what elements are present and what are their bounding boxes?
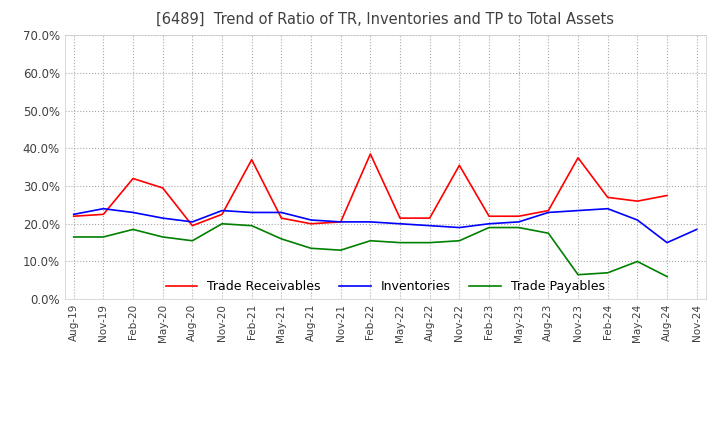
Trade Receivables xyxy=(603,195,612,200)
Line: Inventories: Inventories xyxy=(73,209,697,242)
Trade Receivables xyxy=(662,193,671,198)
Trade Payables xyxy=(603,270,612,275)
Trade Receivables xyxy=(455,163,464,168)
Inventories xyxy=(603,206,612,211)
Inventories xyxy=(99,206,108,211)
Inventories xyxy=(693,227,701,232)
Trade Receivables xyxy=(336,219,345,224)
Inventories xyxy=(574,208,582,213)
Title: [6489]  Trend of Ratio of TR, Inventories and TP to Total Assets: [6489] Trend of Ratio of TR, Inventories… xyxy=(156,12,614,27)
Trade Payables xyxy=(455,238,464,243)
Trade Payables xyxy=(99,235,108,240)
Inventories xyxy=(336,219,345,224)
Trade Receivables xyxy=(188,223,197,228)
Inventories xyxy=(544,210,553,215)
Trade Payables xyxy=(336,248,345,253)
Inventories xyxy=(366,219,374,224)
Trade Receivables xyxy=(158,185,167,191)
Line: Trade Payables: Trade Payables xyxy=(73,224,667,277)
Trade Payables xyxy=(188,238,197,243)
Trade Receivables xyxy=(277,216,286,221)
Trade Receivables xyxy=(99,212,108,217)
Inventories xyxy=(277,210,286,215)
Trade Receivables xyxy=(485,213,493,219)
Trade Receivables xyxy=(248,157,256,162)
Inventories xyxy=(188,219,197,224)
Inventories xyxy=(307,217,315,223)
Trade Payables xyxy=(662,274,671,279)
Trade Receivables xyxy=(544,208,553,213)
Trade Receivables xyxy=(514,213,523,219)
Trade Receivables xyxy=(633,198,642,204)
Trade Payables xyxy=(396,240,405,245)
Trade Payables xyxy=(69,235,78,240)
Inventories xyxy=(485,221,493,227)
Inventories xyxy=(129,210,138,215)
Trade Receivables xyxy=(574,155,582,161)
Inventories xyxy=(426,223,434,228)
Trade Payables xyxy=(544,231,553,236)
Trade Payables xyxy=(248,223,256,228)
Trade Payables xyxy=(485,225,493,230)
Inventories xyxy=(514,219,523,224)
Trade Receivables xyxy=(426,216,434,221)
Trade Receivables xyxy=(129,176,138,181)
Trade Receivables xyxy=(69,213,78,219)
Inventories xyxy=(69,212,78,217)
Trade Receivables xyxy=(217,212,226,217)
Inventories xyxy=(396,221,405,227)
Inventories xyxy=(633,217,642,223)
Trade Receivables xyxy=(307,221,315,227)
Inventories xyxy=(158,216,167,221)
Legend: Trade Receivables, Inventories, Trade Payables: Trade Receivables, Inventories, Trade Pa… xyxy=(161,275,610,298)
Trade Payables xyxy=(277,236,286,242)
Trade Payables xyxy=(633,259,642,264)
Trade Payables xyxy=(129,227,138,232)
Trade Receivables xyxy=(366,151,374,157)
Inventories xyxy=(248,210,256,215)
Trade Payables xyxy=(514,225,523,230)
Inventories xyxy=(217,208,226,213)
Inventories xyxy=(455,225,464,230)
Inventories xyxy=(662,240,671,245)
Trade Payables xyxy=(366,238,374,243)
Trade Receivables xyxy=(396,216,405,221)
Trade Payables xyxy=(217,221,226,227)
Trade Payables xyxy=(426,240,434,245)
Trade Payables xyxy=(574,272,582,277)
Line: Trade Receivables: Trade Receivables xyxy=(73,154,667,226)
Trade Payables xyxy=(307,246,315,251)
Trade Payables xyxy=(158,235,167,240)
